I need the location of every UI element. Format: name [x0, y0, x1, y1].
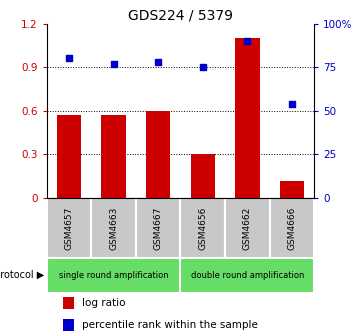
Point	[289, 101, 295, 107]
Bar	[191, 155, 215, 198]
Point	[66, 56, 72, 61]
Bar	[57, 115, 82, 198]
FancyBboxPatch shape	[136, 198, 180, 258]
Text: protocol ▶: protocol ▶	[0, 270, 45, 280]
Point	[155, 59, 161, 65]
FancyBboxPatch shape	[180, 198, 225, 258]
Point	[244, 38, 250, 44]
Bar	[279, 180, 304, 198]
Bar	[235, 38, 260, 198]
FancyBboxPatch shape	[225, 198, 270, 258]
FancyBboxPatch shape	[180, 258, 314, 293]
Point	[200, 65, 206, 70]
Text: log ratio: log ratio	[82, 298, 125, 308]
FancyBboxPatch shape	[47, 258, 180, 293]
Bar	[146, 111, 170, 198]
Text: GSM4662: GSM4662	[243, 206, 252, 250]
Text: GSM4666: GSM4666	[287, 206, 296, 250]
Text: single round amplification: single round amplification	[59, 271, 169, 280]
Text: GSM4657: GSM4657	[65, 206, 74, 250]
Bar	[101, 115, 126, 198]
Bar	[63, 297, 74, 309]
FancyBboxPatch shape	[91, 198, 136, 258]
FancyBboxPatch shape	[270, 198, 314, 258]
Title: GDS224 / 5379: GDS224 / 5379	[128, 8, 233, 23]
FancyBboxPatch shape	[47, 198, 91, 258]
Text: percentile rank within the sample: percentile rank within the sample	[82, 320, 257, 330]
Text: GSM4667: GSM4667	[154, 206, 163, 250]
Text: GSM4663: GSM4663	[109, 206, 118, 250]
Text: double round amplification: double round amplification	[191, 271, 304, 280]
Text: GSM4656: GSM4656	[198, 206, 207, 250]
Point	[111, 61, 117, 66]
Bar	[63, 319, 74, 331]
